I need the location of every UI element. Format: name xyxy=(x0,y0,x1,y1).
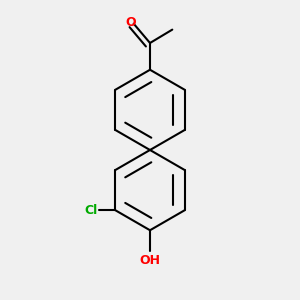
Text: O: O xyxy=(125,16,136,29)
Text: Cl: Cl xyxy=(84,204,98,217)
Text: OH: OH xyxy=(140,254,160,267)
